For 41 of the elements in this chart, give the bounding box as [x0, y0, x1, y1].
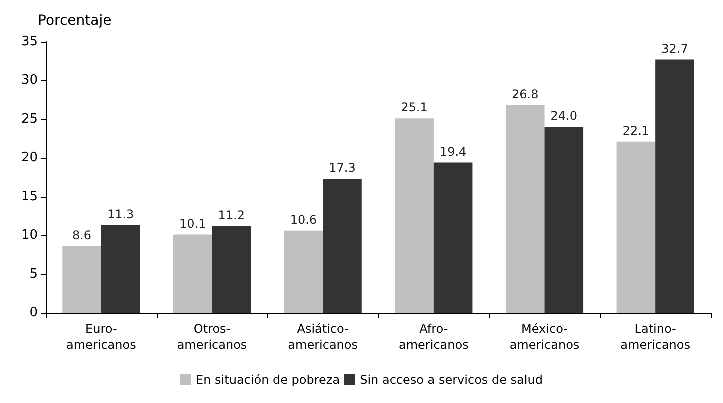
bar	[62, 246, 102, 313]
data-label: 8.6	[72, 228, 92, 242]
data-label: 10.6	[290, 212, 318, 227]
x-tick-label: Latino- americanos	[620, 322, 691, 352]
legend-label: Sin acceso a servicos de salud	[360, 373, 543, 387]
x-tick-label: México- americanos	[510, 322, 580, 352]
data-label: 11.3	[107, 208, 134, 222]
bar	[656, 60, 694, 313]
data-label: 24.0	[550, 109, 578, 124]
data-label: 19.4	[440, 144, 467, 159]
bar	[395, 118, 434, 313]
data-label: 26.8	[512, 87, 539, 102]
x-tick-label: Afro- americanos	[398, 322, 469, 352]
legend-label: En situación de pobreza	[196, 373, 340, 387]
y-tick-label: 35	[21, 34, 38, 50]
bar	[284, 230, 324, 313]
y-tick-label: 30	[21, 73, 38, 88]
x-tick-label: Otros- americanos	[177, 322, 248, 352]
y-tick-label: 25	[21, 112, 38, 127]
bar	[506, 105, 545, 313]
bar	[101, 226, 140, 313]
bar	[173, 234, 212, 313]
bar	[434, 162, 473, 313]
data-label: 32.7	[662, 42, 688, 56]
y-tick-label: 0	[30, 306, 38, 320]
y-tick-label: 20	[21, 150, 38, 166]
x-tick-label: Euro- americanos	[66, 322, 136, 352]
y-tick-label: 5	[30, 266, 38, 282]
y-tick-label: 15	[21, 189, 38, 204]
bar	[616, 142, 656, 313]
y-tick-label: 10	[21, 228, 38, 244]
bar	[323, 179, 362, 313]
y-axis-title: Porcentaje	[38, 13, 112, 29]
data-label: 11.2	[218, 208, 246, 222]
data-label: 22.1	[622, 124, 650, 138]
data-label: 10.1	[179, 216, 206, 231]
data-label: 25.1	[401, 100, 428, 115]
x-tick-label: Asiático- americanos	[288, 322, 358, 352]
data-label: 17.3	[329, 161, 356, 176]
bar	[544, 127, 584, 313]
bar	[212, 226, 252, 313]
